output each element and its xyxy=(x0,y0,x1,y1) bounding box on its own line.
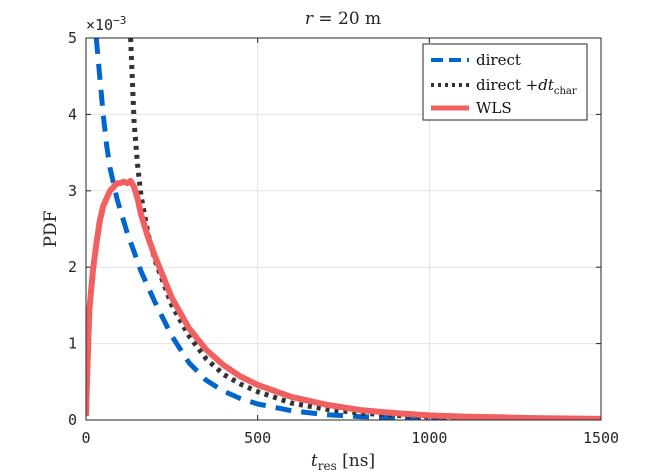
legend-label-direct-dtchar-italic: dt xyxy=(538,76,555,94)
y-tick-label: 5 xyxy=(68,29,77,47)
series-direct-dtchar xyxy=(128,38,601,420)
x-tick-label: 500 xyxy=(244,429,271,447)
y-axis-multiplier: ×10−3 xyxy=(86,14,126,34)
multiplier-exponent: −3 xyxy=(113,14,126,27)
x-tick-label: 1000 xyxy=(411,429,447,447)
series-wls xyxy=(86,177,601,420)
legend-label-direct-dtchar-sub: char xyxy=(554,86,577,97)
x-axis-variable: t xyxy=(311,451,318,471)
series-layer xyxy=(86,38,601,420)
x-axis-label: tres [ns] xyxy=(311,451,375,473)
y-tick-label: 4 xyxy=(68,105,77,123)
y-tick-label: 1 xyxy=(68,335,77,353)
y-tick-label: 0 xyxy=(68,411,77,429)
x-tick-label: 0 xyxy=(81,429,90,447)
x-axis-subscript: res xyxy=(318,459,337,473)
series-direct xyxy=(93,38,601,420)
title-value: = 20 m xyxy=(313,9,381,29)
x-tick-label: 1500 xyxy=(583,429,619,447)
multiplier-base: ×10 xyxy=(86,16,113,34)
legend-box xyxy=(422,43,588,121)
x-axis-unit: [ns] xyxy=(337,451,375,471)
title-variable: r xyxy=(305,9,314,29)
legend-label-wls: WLS xyxy=(476,99,512,117)
legend-label-direct-dtchar: direct +dtchar xyxy=(476,76,577,97)
legend-label-direct-dtchar-main: direct + xyxy=(476,76,538,94)
tick-labels: 0 500 1000 1500 0 1 2 3 4 5 xyxy=(68,29,619,447)
legend: direct direct +dtchar WLS xyxy=(422,43,588,121)
y-tick-label: 2 xyxy=(68,258,77,276)
legend-label-direct: direct xyxy=(476,51,521,69)
y-axis-label: PDF xyxy=(41,210,61,247)
plot-frame xyxy=(85,37,602,421)
y-tick-label: 3 xyxy=(68,182,77,200)
chart-title: r = 20 m xyxy=(305,9,381,29)
